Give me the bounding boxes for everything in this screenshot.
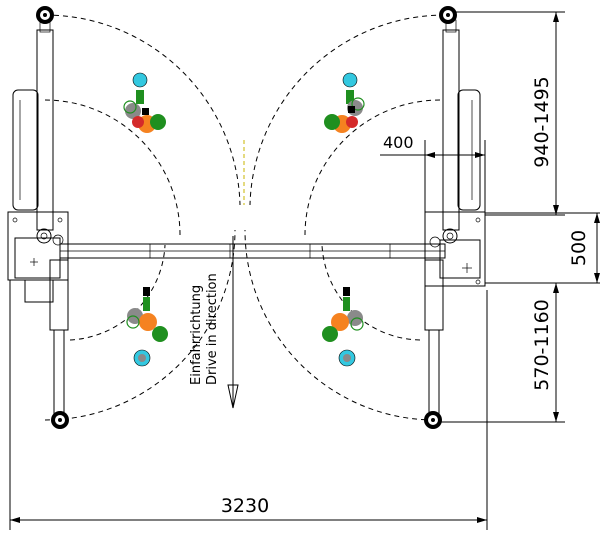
dim-arm-offset bbox=[380, 140, 486, 215]
left-bottom-wheel bbox=[51, 411, 69, 429]
right-bottom-wheel bbox=[424, 411, 442, 429]
dim-overall-width bbox=[9, 280, 488, 530]
dim-front-arm-range-label: 940-1495 bbox=[531, 76, 553, 167]
dim-rear-arm-range-label: 570-1160 bbox=[531, 299, 553, 390]
right-column-assembly bbox=[424, 19, 486, 416]
drive-direction-german: Einfahrrichtung bbox=[189, 285, 204, 385]
lift-pad-rear-right bbox=[322, 287, 364, 367]
dim-column-depth-label: 500 bbox=[568, 230, 590, 266]
dim-rear-arm-range bbox=[440, 283, 565, 423]
lift-pad-front-left bbox=[123, 72, 166, 133]
lift-pad-front-right bbox=[324, 72, 365, 133]
drive-direction-english: Drive in direction bbox=[205, 273, 220, 385]
dim-overall-width-label: 3230 bbox=[221, 495, 269, 517]
arm-swing-arcs bbox=[44, 14, 446, 421]
crossbeam bbox=[59, 243, 446, 259]
right-top-wheel bbox=[439, 6, 457, 24]
dim-arm-offset-label: 400 bbox=[383, 133, 414, 152]
lift-pad-rear-left bbox=[126, 287, 168, 367]
left-top-wheel bbox=[36, 6, 54, 24]
dim-column-depth bbox=[485, 212, 600, 284]
left-column-assembly bbox=[7, 19, 69, 416]
dim-front-arm-range bbox=[455, 11, 565, 216]
drive-direction-arrow bbox=[227, 236, 239, 409]
